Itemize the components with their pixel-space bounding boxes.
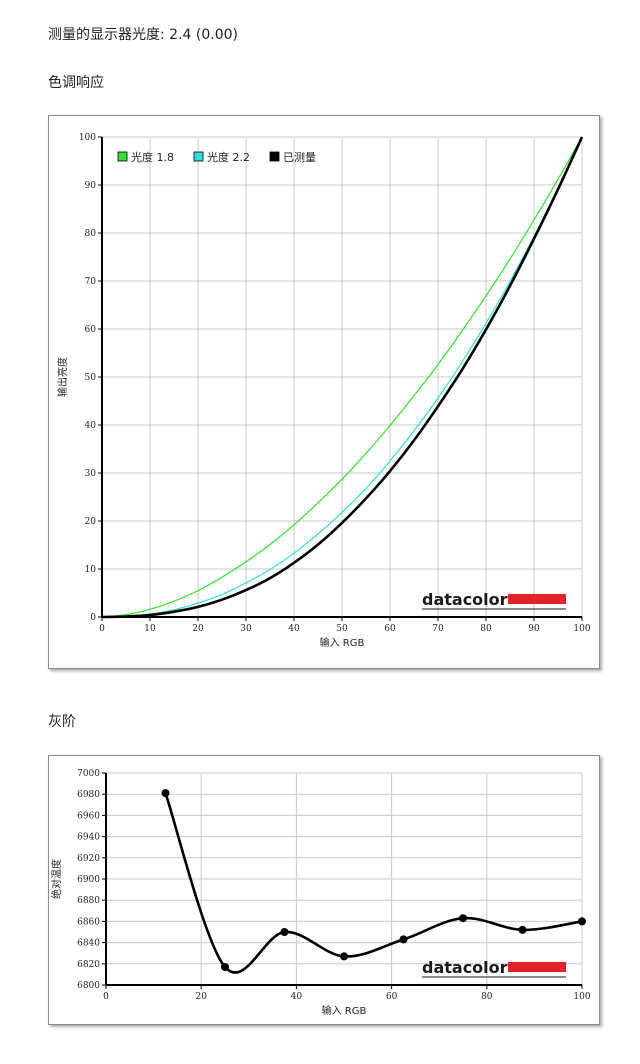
y-tick-label: 90: [85, 181, 97, 191]
series-line: [101, 136, 583, 618]
legend-label: 已测量: [283, 151, 316, 164]
legend-label: 光度 1.8: [131, 150, 174, 164]
tone-response-panel: datacolor 0 10 20 30 40 50 60 70 80 90 100 0 10 20 30 40…: [48, 115, 600, 669]
x-axis-label: 输入 RGB: [322, 1004, 367, 1017]
x-tick-label: 30: [240, 624, 252, 634]
series-line: [101, 136, 584, 619]
x-tick-label: 50: [336, 624, 348, 634]
legend-item: 光度 2.2: [193, 150, 250, 164]
x-tick-label: 40: [291, 992, 303, 1002]
y-tick-label: 50: [85, 373, 97, 383]
y-tick-label: 60: [85, 325, 97, 335]
x-tick-label: 20: [192, 624, 204, 634]
x-tick-label: 10: [144, 624, 156, 634]
x-tick-label: 0: [99, 624, 105, 634]
y-tick-label: 6880: [77, 896, 100, 906]
y-tick-label: 6800: [77, 981, 100, 991]
gamma-heading: 测量的显示器光度: 2.4 (0.00): [48, 27, 238, 43]
y-tick-label: 6920: [77, 854, 100, 864]
x-tick-label: 0: [103, 992, 109, 1002]
grayscale-heading: 灰阶: [48, 714, 76, 730]
y-tick-label: 10: [85, 565, 97, 575]
data-point: [459, 914, 467, 923]
x-tick-label: 70: [432, 624, 444, 634]
datacolor-logo-bar: [508, 594, 566, 604]
y-tick-label: 7000: [77, 769, 100, 779]
datacolor-logo: datacolor: [422, 958, 508, 977]
data-point: [578, 917, 586, 926]
data-point: [518, 925, 527, 934]
legend-item: 光度 1.8: [117, 150, 174, 164]
y-tick-label: 0: [90, 613, 96, 623]
series-line: [101, 136, 583, 618]
x-tick-label: 90: [528, 624, 540, 634]
x-tick-label: 80: [481, 992, 493, 1002]
x-tick-label: 100: [573, 992, 590, 1002]
data-point: [399, 935, 408, 944]
grayscale-panel: datacolor 6800 6820 6840 6860 6880 6900 6920 694…: [48, 755, 600, 1025]
legend-swatch: [193, 151, 204, 162]
y-tick-label: 70: [85, 277, 97, 287]
x-tick-label: 40: [288, 624, 300, 634]
y-tick-label: 40: [85, 421, 97, 431]
legend-item: 已测量: [269, 151, 316, 164]
y-axis-label: 绝对温度: [50, 859, 63, 899]
y-tick-label: 6960: [77, 811, 100, 821]
datacolor-logo: datacolor: [422, 590, 508, 609]
x-tick-label: 100: [573, 624, 590, 634]
y-tick-label: 6840: [77, 939, 100, 949]
data-point: [280, 928, 289, 936]
series-line: [164, 792, 583, 974]
data-point: [221, 962, 229, 971]
y-tick-label: 6860: [77, 917, 100, 927]
y-axis-label: 输出亮度: [56, 357, 69, 397]
tone-response-chart: datacolor 0 10 20 30 40 50 60 70 80 90 100 0 10 20 30 40…: [56, 133, 591, 649]
legend-swatch: [269, 151, 280, 162]
y-tick-label: 20: [85, 517, 97, 527]
x-tick-label: 60: [386, 992, 398, 1002]
legend-label: 光度 2.2: [207, 150, 250, 164]
x-tick-label: 20: [195, 992, 207, 1002]
y-tick-label: 80: [85, 229, 97, 239]
tone-response-heading: 色调响应: [48, 75, 104, 91]
y-tick-label: 6940: [77, 833, 100, 843]
y-tick-label: 6980: [77, 790, 100, 800]
x-axis-label: 输入 RGB: [320, 636, 365, 649]
y-tick-label: 100: [79, 133, 96, 143]
grayscale-chart: datacolor 6800 6820 6840 6860 6880 6900 6920 694…: [50, 769, 591, 1017]
data-point: [161, 789, 170, 798]
y-tick-label: 30: [85, 469, 97, 479]
datacolor-logo-bar: [508, 962, 566, 972]
x-tick-label: 80: [480, 624, 492, 634]
legend-swatch: [117, 151, 128, 162]
x-tick-label: 60: [384, 624, 396, 634]
data-point: [340, 952, 348, 961]
y-tick-label: 6820: [77, 960, 100, 970]
y-tick-label: 6900: [77, 875, 100, 885]
